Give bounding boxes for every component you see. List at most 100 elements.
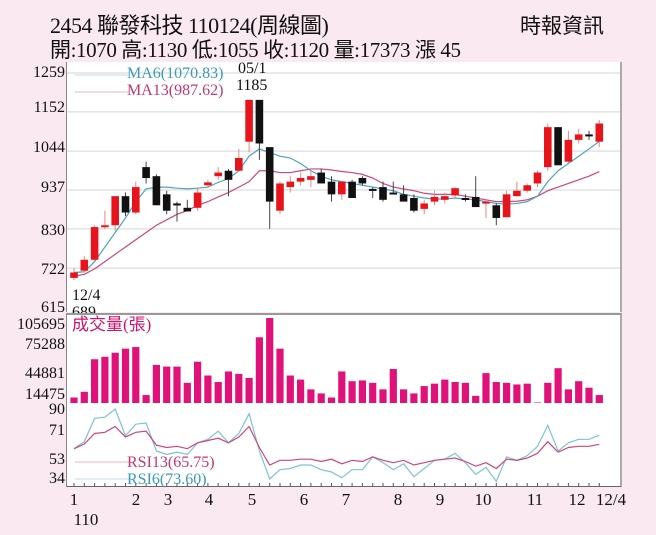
volume-bars [70,318,603,404]
volume-bar [595,395,603,404]
candle [358,176,367,186]
rsi-y-tick: 90 [49,401,65,418]
volume-bar [389,369,397,404]
candle [492,203,501,226]
volume-bar [266,318,274,404]
volume-bar [142,395,150,404]
volume-bar [235,373,243,404]
candle [595,119,604,148]
candle [265,147,274,229]
volume-bar [204,375,212,404]
candle [461,194,470,202]
candle [585,130,593,140]
candle [111,196,119,231]
x-tick: 5 [247,490,257,509]
volume-bar [369,382,377,404]
volume-y-tick: 75288 [25,336,65,353]
x-tick: 3 [163,490,173,509]
candle [80,256,89,273]
candle [214,167,222,180]
candle [276,181,284,215]
volume-bar [224,371,233,404]
candle [101,210,109,229]
x-tick: 2 [131,490,141,509]
candlestick-chart [67,72,620,281]
volume-bar [255,337,263,404]
candle [379,181,387,202]
candle [132,181,140,215]
volume-bar [358,380,366,404]
candle [235,148,243,171]
rsi-panel [66,403,622,487]
candle [90,225,99,262]
x-tick: 10 [474,490,492,509]
candle [502,190,511,218]
volume-bar [286,375,294,404]
volume-bar [338,371,346,404]
high-annotation-value: 1185 [236,77,268,94]
candle [430,190,439,206]
x-tick: 7 [341,490,351,509]
volume-bar [163,366,171,404]
volume-bar [317,393,325,404]
volume-bar [564,389,572,404]
year-label: 110 [73,510,99,529]
candle [544,123,552,171]
volume-bar [379,389,387,404]
x-tick: 9 [435,490,445,509]
candle [245,99,253,153]
candle [183,199,192,212]
candle [533,170,542,188]
candle [523,183,531,193]
candle [173,201,181,222]
volume-bar [111,352,119,404]
volume-bar [276,348,284,404]
volume-bar [173,366,181,404]
volume-bar [194,361,202,404]
volume-bar [544,382,552,404]
candle [307,170,315,188]
volume-bar [245,377,253,404]
volume-bar [80,391,88,404]
candle [193,187,202,211]
volume-bar [523,383,531,404]
candle [399,185,408,202]
volume-bar [101,356,109,404]
volume-bar [430,383,439,404]
volume-bar [482,373,490,404]
volume-bar [152,364,160,404]
candle [317,168,325,184]
volume-bar [492,382,500,404]
candle [451,187,459,198]
rsi-y-tick: 34 [49,470,65,487]
chart-title: 2454 聯發科技 110124(周線圖) [50,13,329,38]
volume-panel [66,313,622,404]
volume-bar [327,397,336,404]
candle [564,130,573,164]
low-annotation-date: 12/4 [72,287,101,304]
candle [162,190,171,215]
volume-bar [513,384,521,404]
ma13-legend: MA13(987.62) [127,82,224,99]
volume-bar [121,348,130,404]
candle [338,181,346,200]
source-label: 時報資訊 [520,14,604,38]
price-panel [66,62,622,312]
candle [121,192,130,217]
volume-bar [554,368,562,404]
price-y-tick: 830 [41,222,65,239]
candle [554,127,562,166]
volume-bar [183,382,191,404]
candle [441,192,449,204]
candle [224,168,233,197]
ma6-legend: MA6(1070.83) [127,65,224,82]
rsi-lines [73,408,600,486]
rsi-y-tick: 53 [49,451,65,468]
volume-bar [420,386,428,404]
volume-bar [451,382,459,404]
rsi6-legend: RSI6(73.60) [127,471,207,488]
candle [255,99,264,160]
candle [286,176,295,193]
volume-y-tick: 105695 [17,316,65,333]
volume-bar [461,382,469,404]
